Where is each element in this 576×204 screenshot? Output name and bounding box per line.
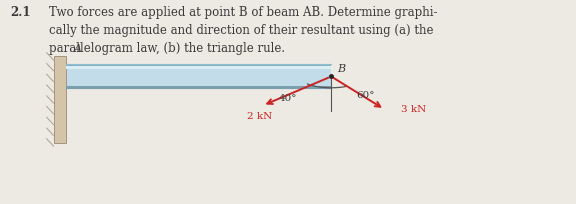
Bar	[66, 64, 331, 89]
Bar	[66, 66, 331, 70]
Text: 60°: 60°	[357, 91, 375, 100]
Text: Two forces are applied at point B of beam AB. Determine graphi-
cally the magnit: Two forces are applied at point B of bea…	[49, 6, 437, 55]
Bar	[66, 66, 331, 87]
Text: 2.1: 2.1	[10, 6, 31, 19]
Text: 40°: 40°	[279, 94, 297, 103]
Text: 3 kN: 3 kN	[401, 104, 426, 113]
Text: 2 kN: 2 kN	[247, 111, 272, 120]
Bar	[66, 65, 331, 66]
Bar	[66, 87, 331, 88]
Bar	[54, 57, 66, 143]
Text: A: A	[74, 44, 82, 54]
Text: B: B	[337, 63, 345, 73]
